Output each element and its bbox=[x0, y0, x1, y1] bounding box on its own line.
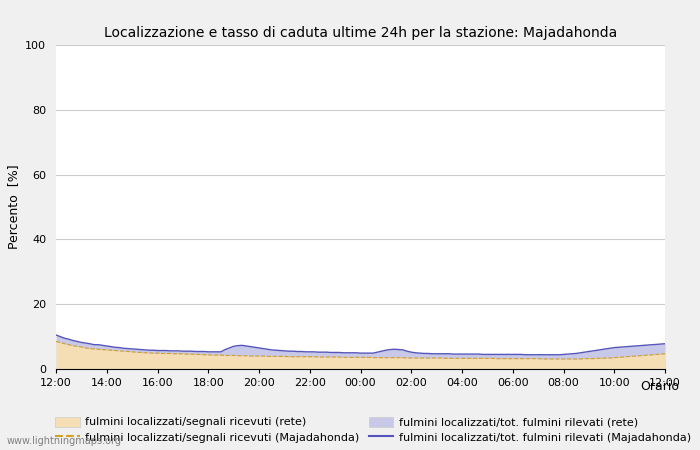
Legend: fulmini localizzati/segnali ricevuti (rete), fulmini localizzati/segnali ricevut: fulmini localizzati/segnali ricevuti (re… bbox=[55, 417, 691, 443]
Text: Orario: Orario bbox=[640, 380, 679, 393]
Title: Localizzazione e tasso di caduta ultime 24h per la stazione: Majadahonda: Localizzazione e tasso di caduta ultime … bbox=[104, 26, 617, 40]
Text: www.lightningmaps.org: www.lightningmaps.org bbox=[7, 436, 122, 446]
Y-axis label: Percento  [%]: Percento [%] bbox=[7, 165, 20, 249]
